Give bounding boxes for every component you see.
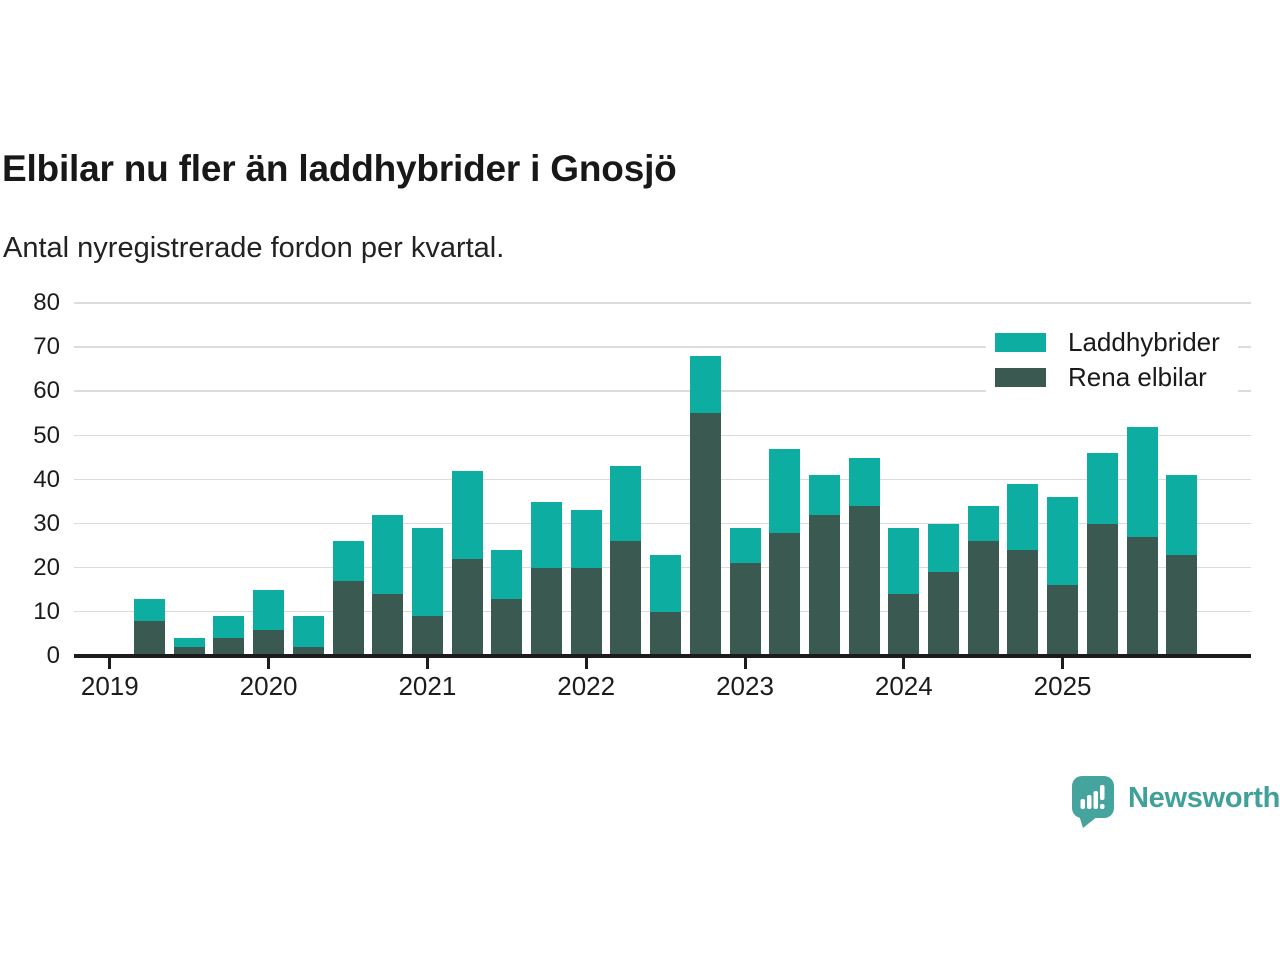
x-axis-tick-2022 — [584, 657, 588, 669]
legend-swatch-rena-elbilar — [995, 367, 1046, 387]
bar-rena-elbilar-2025-Q3 — [1126, 536, 1158, 656]
x-axis-label-2023: 2023 — [716, 671, 774, 701]
bar-laddhybrider-2024-Q2 — [928, 523, 959, 573]
bar-rena-elbilar-2023-Q3 — [808, 514, 840, 656]
x-axis-tick-2020 — [267, 657, 271, 669]
bar-laddhybrider-2025-Q1 — [1047, 497, 1079, 586]
bar-rena-elbilar-2021-Q1 — [411, 616, 443, 656]
newsworthy-branding: Newsworthy — [1070, 774, 1280, 830]
x-axis-tick-2025 — [1061, 657, 1065, 669]
y-axis-label-50: 50 — [33, 421, 60, 449]
bar-rena-elbilar-2023-Q2 — [769, 532, 801, 656]
bar-rena-elbilar-2025-Q1 — [1047, 585, 1079, 656]
bar-laddhybrider-2022-Q3 — [650, 554, 682, 612]
gridline-40 — [74, 478, 1251, 481]
bar-laddhybrider-2023-Q2 — [769, 448, 801, 533]
x-axis-label-2022: 2022 — [557, 671, 616, 701]
x-axis-label-2025: 2025 — [1033, 671, 1092, 701]
bar-laddhybrider-2019-Q4 — [213, 616, 245, 639]
bar-laddhybrider-2021-Q3 — [491, 550, 523, 599]
bar-rena-elbilar-2025-Q2 — [1086, 523, 1118, 656]
y-axis-label-10: 10 — [33, 597, 60, 625]
y-axis-label-0: 0 — [46, 642, 60, 669]
bar-rena-elbilar-2020-Q3 — [332, 581, 364, 656]
newsworthy-logo-text: Newsworthy — [1128, 782, 1280, 814]
y-axis-label-60: 60 — [33, 377, 60, 405]
legend-item-rena-elbilar: Rena elbilar — [986, 361, 1207, 392]
bar-laddhybrider-2020-Q3 — [332, 541, 364, 582]
x-axis-label-2021: 2021 — [398, 671, 457, 701]
gridline-60 — [74, 390, 1251, 392]
bar-rena-elbilar-2023-Q4 — [848, 506, 880, 656]
bar-rena-elbilar-2025-Q4 — [1166, 554, 1198, 656]
x-axis-tick-2019 — [108, 657, 112, 669]
x-axis-tick-2021 — [425, 657, 429, 669]
gridline-30 — [74, 522, 1251, 525]
bar-rena-elbilar-2019-Q2 — [134, 620, 165, 656]
y-axis-label-80: 80 — [33, 289, 60, 317]
legend-label-rena-elbilar: Rena elbilar — [1068, 361, 1207, 392]
bar-laddhybrider-2021-Q2 — [451, 470, 483, 559]
legend: Laddhybrider Rena elbilar — [986, 325, 1238, 393]
newsworthy-logo-icon — [1072, 776, 1114, 828]
bar-laddhybrider-2023-Q1 — [729, 528, 761, 564]
bar-rena-elbilar-2024-Q4 — [1007, 550, 1039, 656]
bar-rena-elbilar-2022-Q2 — [610, 541, 642, 656]
y-axis-label-30: 30 — [33, 509, 60, 537]
gridline-50 — [74, 434, 1251, 437]
chart-title: Elbilar nu fler än laddhybrider i Gnosjö — [2, 148, 677, 189]
bar-rena-elbilar-2021-Q3 — [491, 598, 523, 656]
bar-laddhybrider-2022-Q4 — [689, 356, 721, 414]
x-axis-tick-2024 — [902, 657, 906, 669]
bar-laddhybrider-2023-Q4 — [848, 457, 880, 507]
bar-rena-elbilar-2020-Q2 — [292, 647, 324, 656]
gridline-80 — [74, 302, 1251, 304]
bar-rena-elbilar-2024-Q1 — [888, 594, 920, 656]
bar-laddhybrider-2020-Q2 — [292, 616, 324, 648]
x-axis-label-2019: 2019 — [80, 671, 139, 701]
chart-subtitle: Antal nyregistrerade fordon per kvartal. — [3, 232, 505, 264]
legend-swatch-laddhybrider — [995, 332, 1046, 352]
bar-laddhybrider-2021-Q1 — [411, 528, 443, 617]
bar-rena-elbilar-2022-Q4 — [689, 413, 721, 656]
bar-laddhybrider-2022-Q2 — [610, 466, 642, 542]
bar-laddhybrider-2019-Q3 — [173, 638, 205, 648]
bar-rena-elbilar-2023-Q1 — [729, 563, 761, 656]
bar-laddhybrider-2020-Q1 — [253, 589, 285, 630]
bar-rena-elbilar-2021-Q2 — [451, 558, 483, 656]
bar-laddhybrider-2024-Q3 — [967, 506, 999, 542]
bar-laddhybrider-2024-Q1 — [888, 528, 920, 595]
bar-rena-elbilar-2019-Q3 — [173, 647, 205, 656]
y-axis-label-70: 70 — [33, 333, 60, 361]
bar-laddhybrider-2025-Q4 — [1166, 475, 1198, 555]
bar-laddhybrider-2020-Q4 — [372, 514, 404, 595]
x-axis-label-2020: 2020 — [239, 671, 298, 701]
bar-rena-elbilar-2022-Q3 — [650, 611, 682, 656]
bar-laddhybrider-2025-Q2 — [1086, 453, 1118, 524]
gridline-70 — [74, 346, 1251, 348]
bar-rena-elbilar-2021-Q4 — [531, 567, 562, 656]
y-axis-label-20: 20 — [33, 553, 60, 581]
legend-item-laddhybrider: Laddhybrider — [986, 326, 1220, 357]
bar-rena-elbilar-2024-Q2 — [928, 572, 959, 656]
y-axis-label-40: 40 — [33, 465, 60, 493]
x-axis-label-2024: 2024 — [874, 671, 933, 701]
x-axis-line — [74, 654, 1251, 658]
bar-rena-elbilar-2024-Q3 — [967, 541, 999, 656]
bar-laddhybrider-2019-Q2 — [134, 598, 165, 621]
bar-rena-elbilar-2022-Q1 — [570, 567, 602, 656]
bar-rena-elbilar-2020-Q4 — [372, 594, 404, 656]
bar-laddhybrider-2023-Q3 — [808, 475, 840, 515]
bar-rena-elbilar-2020-Q1 — [253, 629, 285, 656]
x-axis-tick-2023 — [743, 657, 747, 669]
bar-laddhybrider-2024-Q4 — [1007, 484, 1039, 551]
bar-laddhybrider-2021-Q4 — [531, 501, 562, 568]
bar-laddhybrider-2025-Q3 — [1126, 426, 1158, 537]
bar-laddhybrider-2022-Q1 — [570, 510, 602, 568]
legend-label-laddhybrider: Laddhybrider — [1068, 326, 1220, 357]
bar-rena-elbilar-2019-Q4 — [213, 638, 245, 656]
